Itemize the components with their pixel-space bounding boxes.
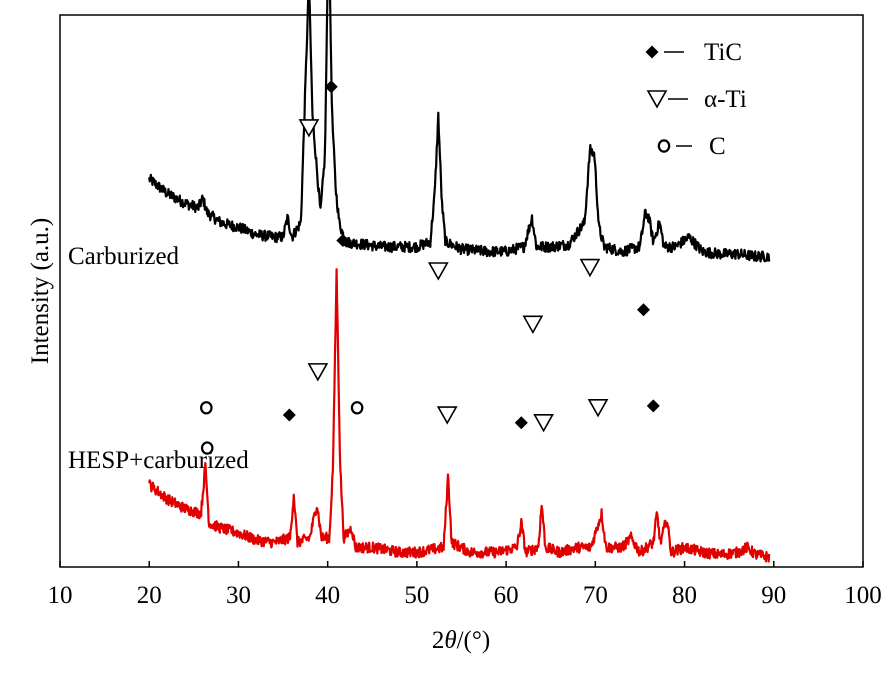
legend-label-c: C (709, 133, 726, 160)
series-label-hesp-carburized: HESP+carburized (68, 447, 249, 474)
x-tick-label: 80 (672, 582, 697, 609)
x-tick-label: 100 (844, 582, 882, 609)
x-tick-label: 90 (761, 582, 786, 609)
plot-frame (59, 14, 864, 568)
carbon-circle-icon (350, 401, 364, 415)
series-line-0 (148, 0, 771, 263)
x-tick-label: 40 (315, 582, 340, 609)
legend-label-alpha-ti: α-Ti (704, 86, 747, 113)
alpha-ti-triangle-icon (427, 262, 449, 281)
peak-markers (200, 80, 660, 455)
tic-diamond-icon (637, 303, 651, 317)
alpha-ti-triangle-icon (436, 406, 458, 425)
alpha-ti-triangle-icon (522, 315, 544, 334)
tic-diamond-icon (646, 399, 660, 413)
x-tick-label: 20 (137, 582, 162, 609)
x-tick-label: 70 (583, 582, 608, 609)
x-tick-label: 50 (404, 582, 429, 609)
tic-diamond-icon (282, 408, 296, 422)
alpha-ti-triangle-icon (587, 398, 609, 418)
legend-triangle-icon (646, 90, 668, 109)
legend-label-tic: TiC (704, 39, 742, 66)
y-axis-title: Intensity (a.u.) (27, 218, 54, 364)
tic-diamond-icon (514, 416, 528, 430)
legend-circle-icon (657, 139, 671, 153)
series-line-1 (148, 268, 771, 563)
carbon-circle-icon (200, 441, 214, 455)
x-tick-label: 60 (494, 582, 519, 609)
legend-triangle-icon (646, 90, 668, 109)
carbon-circle-icon (200, 401, 213, 415)
x-axis-ticks: 10 20 30 40 50 60 70 80 90 100 (48, 561, 882, 609)
tic-diamond-icon (336, 233, 350, 247)
x-tick-label: 30 (226, 582, 251, 609)
x-axis-title: 2θ/(°) (432, 627, 490, 654)
legend-diamond-icon (645, 45, 659, 59)
alpha-ti-triangle-icon (533, 414, 554, 433)
alpha-ti-triangle-icon (579, 258, 601, 278)
alpha-ti-triangle-icon (298, 119, 320, 138)
tic-diamond-icon (324, 80, 338, 94)
series-label-carburized: Carburized (68, 243, 180, 270)
legend-circle-icon (657, 139, 671, 153)
legend: TiC α-Ti C (645, 39, 747, 160)
legend-diamond-icon (645, 45, 659, 59)
x-tick-label: 10 (48, 582, 73, 609)
alpha-ti-triangle-icon (307, 363, 329, 382)
series-layer (148, 0, 771, 563)
